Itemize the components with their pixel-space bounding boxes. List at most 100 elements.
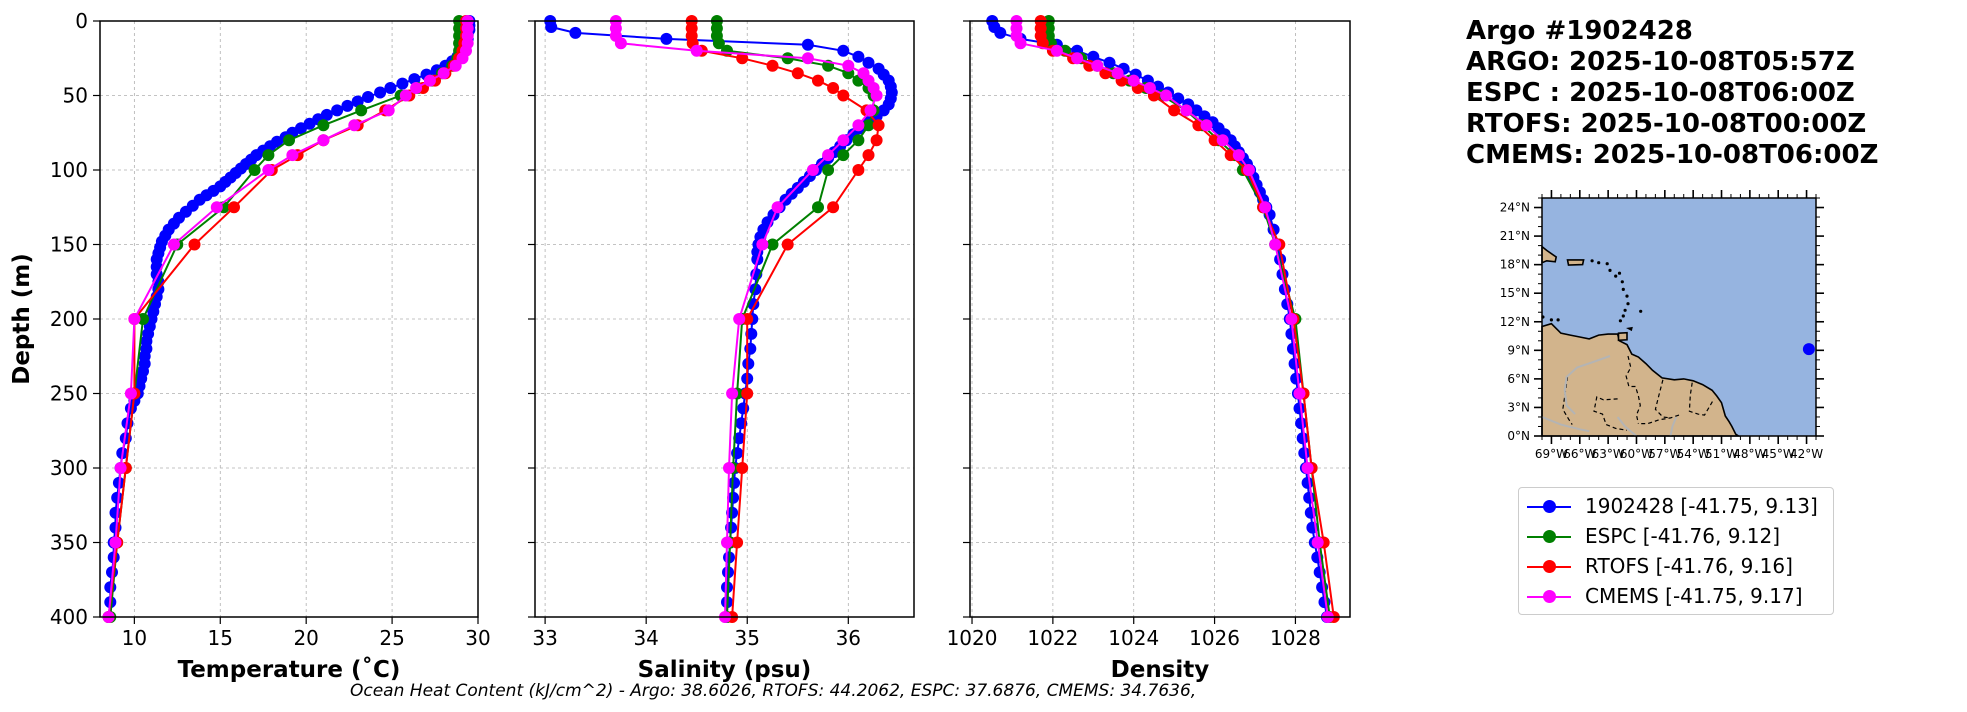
country-border <box>1625 355 1641 424</box>
data-point <box>374 86 387 99</box>
data-point <box>355 104 368 117</box>
small-island <box>1556 318 1560 322</box>
data-point <box>733 313 746 325</box>
data-point <box>1168 104 1181 117</box>
country-border <box>1654 379 1671 419</box>
data-point <box>756 238 769 251</box>
data-point <box>1242 164 1255 176</box>
data-point <box>1259 201 1272 214</box>
small-island <box>1608 268 1612 272</box>
data-point <box>382 104 395 117</box>
data-point <box>228 201 240 214</box>
x-tick-label: 1022 <box>1027 626 1078 650</box>
data-point <box>423 74 436 87</box>
data-point <box>742 357 755 370</box>
small-island <box>1620 280 1624 284</box>
y-tick-label: 50 <box>63 84 88 108</box>
data-point <box>771 201 784 214</box>
series-cmems <box>609 15 883 623</box>
legend-label: 1902428 [-41.75, 9.13] <box>1585 494 1818 518</box>
data-point <box>852 119 865 132</box>
data-point <box>837 89 850 102</box>
salinity-panel: 33 34 35 36 Salinity (psu) <box>528 15 915 683</box>
data-point <box>801 38 814 51</box>
data-point <box>837 44 850 57</box>
data-point <box>1103 56 1116 69</box>
data-point <box>1091 59 1104 72</box>
small-island <box>1621 287 1625 291</box>
x-tick-label: 30 <box>465 626 490 650</box>
x-tick-label: 35 <box>735 626 760 650</box>
data-point <box>362 91 374 103</box>
data-point <box>1071 52 1084 65</box>
data-point <box>736 462 749 474</box>
south-america-land <box>1541 322 1742 437</box>
legend-item-argo: 1902428 [-41.75, 9.13] <box>1519 492 1833 522</box>
data-point <box>1050 44 1063 57</box>
map-frame <box>1541 197 1817 437</box>
data-point <box>1014 37 1027 50</box>
y-tick-label: 0 <box>75 9 88 33</box>
lon-label: 63°W <box>1592 447 1625 461</box>
data-point <box>1287 342 1299 355</box>
lat-label: 6°N <box>1507 372 1530 386</box>
data-point <box>862 56 875 69</box>
data-point <box>437 67 450 80</box>
data-point <box>812 201 824 214</box>
inset-map: 0°N 3°N 6°N 9°N 12°N 15°N 18°N 21°N 24°N 69°W66°W… <box>1500 190 1824 461</box>
data-point <box>812 74 824 87</box>
ohc-footer: Ocean Heat Content (kJ/cm^2) - Argo: 38.… <box>350 681 1197 701</box>
lat-label: 18°N <box>1500 258 1530 272</box>
data-point <box>766 238 779 251</box>
data-point <box>781 52 794 65</box>
lat-label: 3°N <box>1507 400 1530 414</box>
float-position-marker <box>1802 343 1815 356</box>
x-tick-label: 10 <box>122 626 147 650</box>
data-point <box>210 201 223 214</box>
data-point <box>167 238 180 251</box>
data-point <box>286 149 299 162</box>
rtofs-time: RTOFS: 2025-10-08T00:00Z <box>1466 109 1867 139</box>
data-point <box>827 201 840 214</box>
country-border <box>1688 382 1715 416</box>
data-point <box>727 491 740 504</box>
series-line <box>690 21 880 618</box>
data-point <box>864 104 877 117</box>
data-point <box>801 52 814 65</box>
data-point <box>862 149 875 162</box>
data-point <box>399 89 412 102</box>
data-point <box>745 327 758 340</box>
data-point <box>109 536 122 549</box>
data-point <box>1295 417 1308 430</box>
trinidad-island <box>1617 331 1628 342</box>
y-tick-label: 100 <box>50 158 88 182</box>
lon-label: 42°W <box>1790 447 1823 461</box>
river <box>1669 416 1678 437</box>
data-point <box>852 50 865 63</box>
x-tick-label: 1024 <box>1108 626 1159 650</box>
data-point <box>124 402 137 415</box>
data-point <box>1298 447 1311 460</box>
x-tick-label: 25 <box>379 626 404 650</box>
x-axis-label: Temperature (˚C) <box>178 656 401 683</box>
x-axis-label: Salinity (psu) <box>638 657 812 683</box>
x-tick-label: 36 <box>836 626 861 650</box>
data-point <box>733 432 746 445</box>
lon-label: 57°W <box>1648 447 1681 461</box>
data-point <box>842 59 855 72</box>
lat-label: 12°N <box>1500 315 1530 329</box>
data-point <box>1293 387 1306 400</box>
x-tick-label: 15 <box>208 626 233 650</box>
legend-swatch <box>1527 500 1571 513</box>
legend: 1902428 [-41.75, 9.13] ESPC [-41.76, 9.1… <box>1518 487 1834 615</box>
legend-swatch <box>1527 530 1571 543</box>
data-point <box>1200 119 1213 132</box>
small-island <box>1614 274 1618 278</box>
series-espc <box>104 15 466 623</box>
data-point <box>1311 536 1324 549</box>
data-point <box>766 59 779 72</box>
data-point <box>822 164 835 176</box>
data-point <box>736 52 749 65</box>
data-point <box>1127 74 1140 87</box>
